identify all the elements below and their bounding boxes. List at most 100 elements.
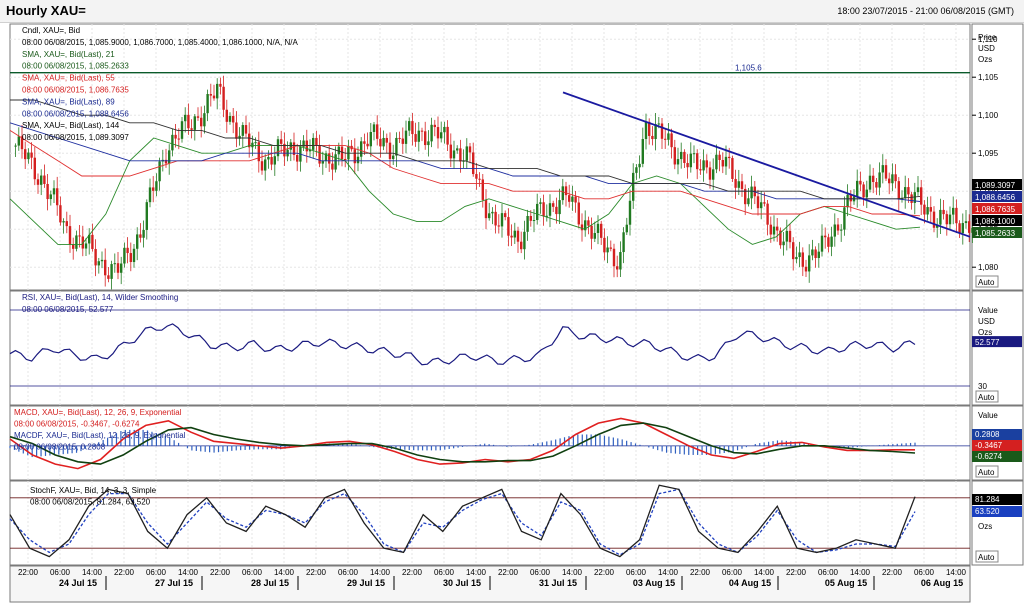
- candle-body: [257, 142, 260, 162]
- auto-label: Auto: [978, 553, 995, 562]
- date-label: 06 Aug 15: [921, 578, 963, 588]
- price-tag-text: 1,086.1000: [975, 217, 1016, 226]
- candle-body: [36, 179, 40, 185]
- candle-body: [779, 230, 782, 246]
- candle-body: [152, 187, 155, 191]
- candle-body: [625, 224, 628, 233]
- candle-body: [225, 109, 228, 122]
- candle-body: [734, 178, 737, 188]
- rsi-axis-title: USD: [978, 317, 995, 326]
- stoch-tag-bg: [972, 494, 1022, 505]
- price-axis-title: Price: [978, 33, 997, 42]
- rsi-axis-title: Value: [978, 306, 998, 315]
- candle-body: [868, 175, 872, 190]
- candle-body: [603, 237, 606, 253]
- macd-tag-bg: [972, 429, 1022, 440]
- time-tick-label: 22:00: [498, 568, 519, 577]
- candle-body: [708, 167, 712, 180]
- candle-body: [139, 234, 142, 238]
- candle-body: [584, 220, 587, 231]
- price-tag-text: 1,088.6456: [975, 193, 1016, 202]
- candle-body: [206, 94, 209, 114]
- candle-body: [804, 266, 808, 272]
- candle-body: [846, 194, 849, 208]
- rsi-panel-axis: [971, 290, 1024, 406]
- time-tick-label: 14:00: [562, 568, 583, 577]
- legend-line: 08:00 06/08/2015, 1,088.6456: [22, 109, 129, 118]
- candle-body: [596, 223, 600, 233]
- date-label: 03 Aug 15: [633, 578, 675, 588]
- candle-body: [600, 223, 603, 238]
- candle-body: [235, 122, 238, 139]
- candle-body: [356, 156, 360, 164]
- stoch-tag-bg: [972, 506, 1022, 517]
- candle-body: [840, 229, 843, 231]
- price-panel-axis: [971, 23, 1024, 291]
- candle-body: [264, 159, 267, 171]
- candle-body: [126, 247, 129, 254]
- candle-body: [958, 223, 961, 234]
- candle-body: [516, 230, 520, 242]
- candle-body: [696, 153, 699, 170]
- candle-body: [449, 144, 452, 159]
- candle-body: [548, 203, 552, 216]
- legend-line: 08:00 06/08/2015, 52.577: [22, 305, 114, 314]
- auto-label: Auto: [978, 468, 995, 477]
- candle-body: [334, 154, 337, 170]
- candle-body: [539, 202, 542, 204]
- candle-body: [590, 225, 593, 239]
- candle-body: [203, 113, 206, 127]
- candle-body: [376, 124, 379, 139]
- candle-body: [795, 257, 798, 260]
- candle-body: [446, 126, 449, 145]
- candle-body: [571, 196, 574, 202]
- candle-body: [577, 202, 580, 225]
- candle-body: [776, 226, 779, 231]
- candle-body: [638, 163, 641, 168]
- candle-body: [459, 148, 462, 162]
- candle-body: [849, 194, 852, 202]
- candle-body: [219, 83, 222, 87]
- candle-body: [78, 235, 81, 237]
- candle-body: [948, 214, 952, 225]
- candle-body: [817, 251, 820, 258]
- candle-body: [574, 196, 577, 203]
- candle-body: [456, 148, 459, 151]
- candle-body: [788, 230, 792, 243]
- candle-body: [894, 174, 897, 182]
- price-tag: 1,088.6456: [972, 191, 1022, 202]
- time-tick-label: 14:00: [274, 568, 295, 577]
- candle-body: [382, 137, 385, 147]
- candle-body: [504, 213, 507, 218]
- candle-body: [763, 202, 766, 204]
- candle-body: [468, 146, 472, 153]
- candle-body: [875, 182, 878, 188]
- candle-body: [923, 204, 926, 215]
- candle-body: [241, 125, 244, 136]
- legend-line: 08:00 06/08/2015, 1,086.7635: [22, 86, 129, 95]
- title-bar: Hourly XAU= 18:00 23/07/2015 - 21:00 06/…: [0, 0, 1024, 23]
- candle-body: [670, 133, 673, 148]
- auto-label: Auto: [978, 278, 995, 287]
- time-tick-label: 14:00: [658, 568, 679, 577]
- candle-body: [43, 175, 46, 184]
- auto-label: Auto: [978, 393, 995, 402]
- time-tick-label: 06:00: [146, 568, 167, 577]
- time-tick-label: 14:00: [850, 568, 871, 577]
- date-label: 31 Jul 15: [539, 578, 577, 588]
- candle-body: [228, 116, 232, 122]
- candle-body: [324, 153, 328, 162]
- time-tick-label: 06:00: [626, 568, 647, 577]
- price-tick-label: 1,100: [978, 111, 999, 120]
- candle-body: [513, 230, 516, 238]
- candle-body: [859, 180, 862, 185]
- trendline: [562, 91, 971, 238]
- candle-body: [820, 235, 824, 252]
- date-label: 04 Aug 15: [729, 578, 771, 588]
- candle-body: [900, 198, 904, 200]
- sma89-line: [9, 122, 921, 202]
- candle-body: [395, 137, 398, 156]
- candle-body: [568, 195, 571, 202]
- legend-line: StochF, XAU=, Bid, 14, 3, 3, Simple: [30, 486, 157, 495]
